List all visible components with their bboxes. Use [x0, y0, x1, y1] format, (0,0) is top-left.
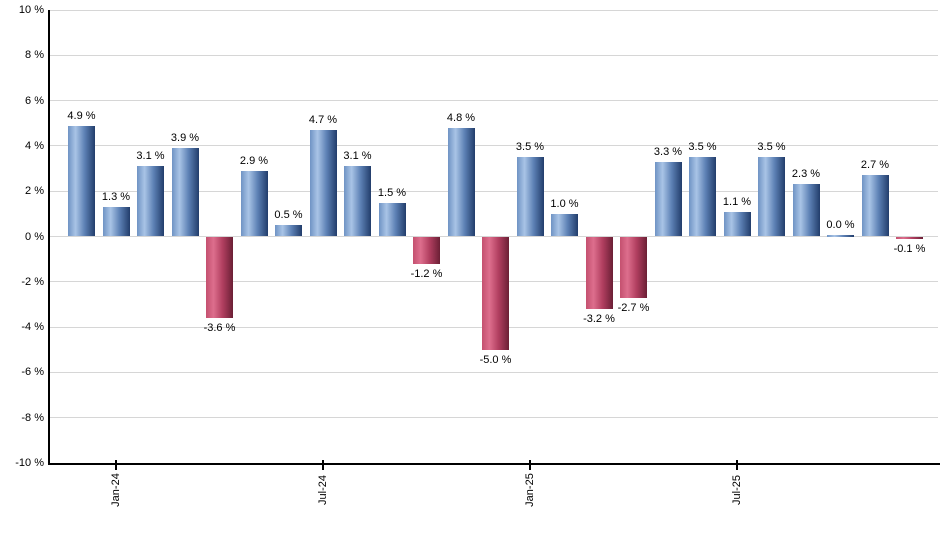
bar-15 [551, 213, 578, 237]
bar-17 [620, 236, 647, 298]
bar-value-label: 1.0 % [550, 197, 579, 210]
bar-24 [861, 175, 889, 237]
gridline [48, 100, 938, 102]
bar-21 [758, 157, 785, 237]
y-axis-tick-label: 6 % [25, 94, 44, 107]
bar-3 [137, 166, 164, 237]
bar-value-label: 1.5 % [377, 186, 407, 199]
bar-9 [344, 166, 371, 237]
gridline [48, 371, 938, 373]
bar-14 [516, 157, 544, 237]
x-axis-tick-label-text: Jul-25 [731, 475, 743, 505]
bar-5 [206, 236, 233, 319]
bar-value-label: 3.5 % [688, 141, 717, 154]
bar-value-label: -1.2 % [410, 267, 443, 280]
bar-16 [585, 236, 613, 309]
bar-12 [447, 127, 475, 237]
bar-value-label: 3.9 % [170, 132, 200, 145]
bar-20 [723, 211, 751, 237]
bar-value-label: 3.5 % [515, 141, 545, 154]
bar-6 [240, 170, 268, 237]
bar-value-label: 1.1 % [722, 195, 752, 208]
bar-19 [689, 157, 716, 237]
x-axis-line [48, 463, 940, 465]
bar-value-label: 0.5 % [274, 209, 303, 222]
y-axis-tick-label: -4 % [21, 321, 44, 334]
y-axis-tick-label: 8 % [25, 49, 44, 62]
bar-value-label: 4.9 % [67, 109, 96, 122]
gridline [48, 145, 938, 147]
y-axis-tick-label: -8 % [21, 411, 44, 424]
y-axis-tick-label: 2 % [25, 185, 44, 198]
y-axis-tick-label: -2 % [21, 275, 44, 288]
y-axis-tick-label: 0 % [25, 230, 44, 243]
bar-value-label: 2.7 % [860, 159, 890, 172]
bar-11 [413, 236, 440, 264]
bar-value-label: 3.3 % [653, 145, 683, 158]
bar-25 [896, 236, 923, 239]
bar-value-label: 4.7 % [308, 114, 338, 127]
x-axis-tick [529, 460, 531, 470]
x-axis-tick-label-text: Jan-25 [524, 473, 536, 507]
bar-value-label: -0.1 % [893, 242, 926, 255]
bar-value-label: -5.0 % [479, 353, 512, 366]
gridline [48, 54, 938, 56]
bar-13 [482, 236, 509, 350]
gridline [48, 190, 938, 192]
gridline [48, 9, 938, 11]
bar-2 [102, 207, 130, 237]
bar-value-label: 3.5 % [757, 141, 786, 154]
bar-1 [68, 125, 95, 237]
bar-value-label: 3.1 % [343, 150, 372, 163]
bar-value-label: 2.9 % [239, 154, 269, 167]
x-axis-tick [322, 460, 324, 470]
y-axis-tick-label: 4 % [25, 139, 44, 152]
x-axis-tick [115, 460, 117, 470]
bar-value-label: 1.3 % [101, 191, 131, 204]
bar-23 [827, 235, 854, 237]
bar-7 [275, 225, 302, 237]
y-axis-tick-label: 10 % [18, 4, 44, 16]
gridline [48, 417, 938, 419]
bar-4 [171, 148, 199, 237]
bar-value-label: 0.0 % [826, 219, 855, 231]
bar-10 [378, 202, 406, 237]
bar-18 [654, 161, 682, 237]
bar-value-label: -3.2 % [583, 312, 615, 325]
x-axis-tick-label-text: Jan-24 [110, 473, 122, 507]
bar-8 [309, 130, 337, 237]
bar-value-label: -2.7 % [617, 301, 650, 314]
x-axis-tick [736, 460, 738, 470]
bar-value-label: 2.3 % [791, 168, 821, 181]
bar-value-label: -3.6 % [203, 322, 236, 335]
y-axis-tick-label: -6 % [21, 366, 44, 379]
x-axis-tick-label-text: Jul-24 [317, 475, 329, 505]
y-axis-line [48, 10, 50, 465]
y-axis-tick-label: -10 % [15, 457, 44, 469]
bar-22 [792, 184, 820, 237]
bar-value-label: 4.8 % [446, 111, 476, 124]
bar-value-label: 3.1 % [136, 150, 165, 163]
